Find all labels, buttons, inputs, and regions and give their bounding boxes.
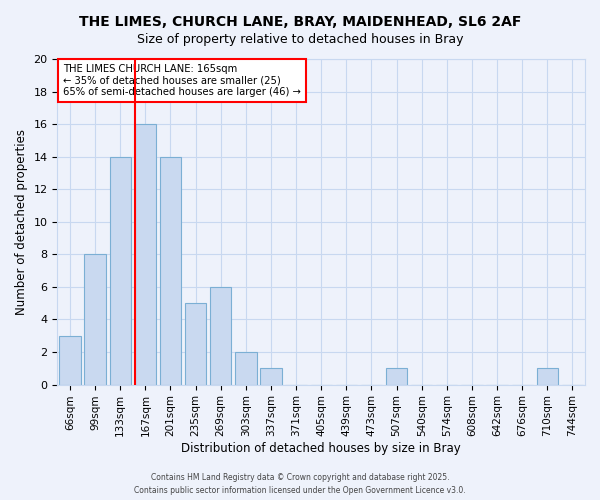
Bar bbox=[536, 368, 558, 384]
Bar bbox=[210, 287, 232, 384]
Bar bbox=[85, 254, 106, 384]
Bar bbox=[110, 156, 131, 384]
Text: Contains HM Land Registry data © Crown copyright and database right 2025.
Contai: Contains HM Land Registry data © Crown c… bbox=[134, 474, 466, 495]
Text: THE LIMES CHURCH LANE: 165sqm
← 35% of detached houses are smaller (25)
65% of s: THE LIMES CHURCH LANE: 165sqm ← 35% of d… bbox=[62, 64, 301, 97]
Bar bbox=[386, 368, 407, 384]
X-axis label: Distribution of detached houses by size in Bray: Distribution of detached houses by size … bbox=[181, 442, 461, 455]
Text: Size of property relative to detached houses in Bray: Size of property relative to detached ho… bbox=[137, 32, 463, 46]
Text: THE LIMES, CHURCH LANE, BRAY, MAIDENHEAD, SL6 2AF: THE LIMES, CHURCH LANE, BRAY, MAIDENHEAD… bbox=[79, 15, 521, 29]
Y-axis label: Number of detached properties: Number of detached properties bbox=[15, 129, 28, 315]
Bar bbox=[59, 336, 80, 384]
Bar bbox=[235, 352, 257, 384]
Bar bbox=[260, 368, 281, 384]
Bar bbox=[160, 156, 181, 384]
Bar bbox=[185, 303, 206, 384]
Bar bbox=[134, 124, 156, 384]
